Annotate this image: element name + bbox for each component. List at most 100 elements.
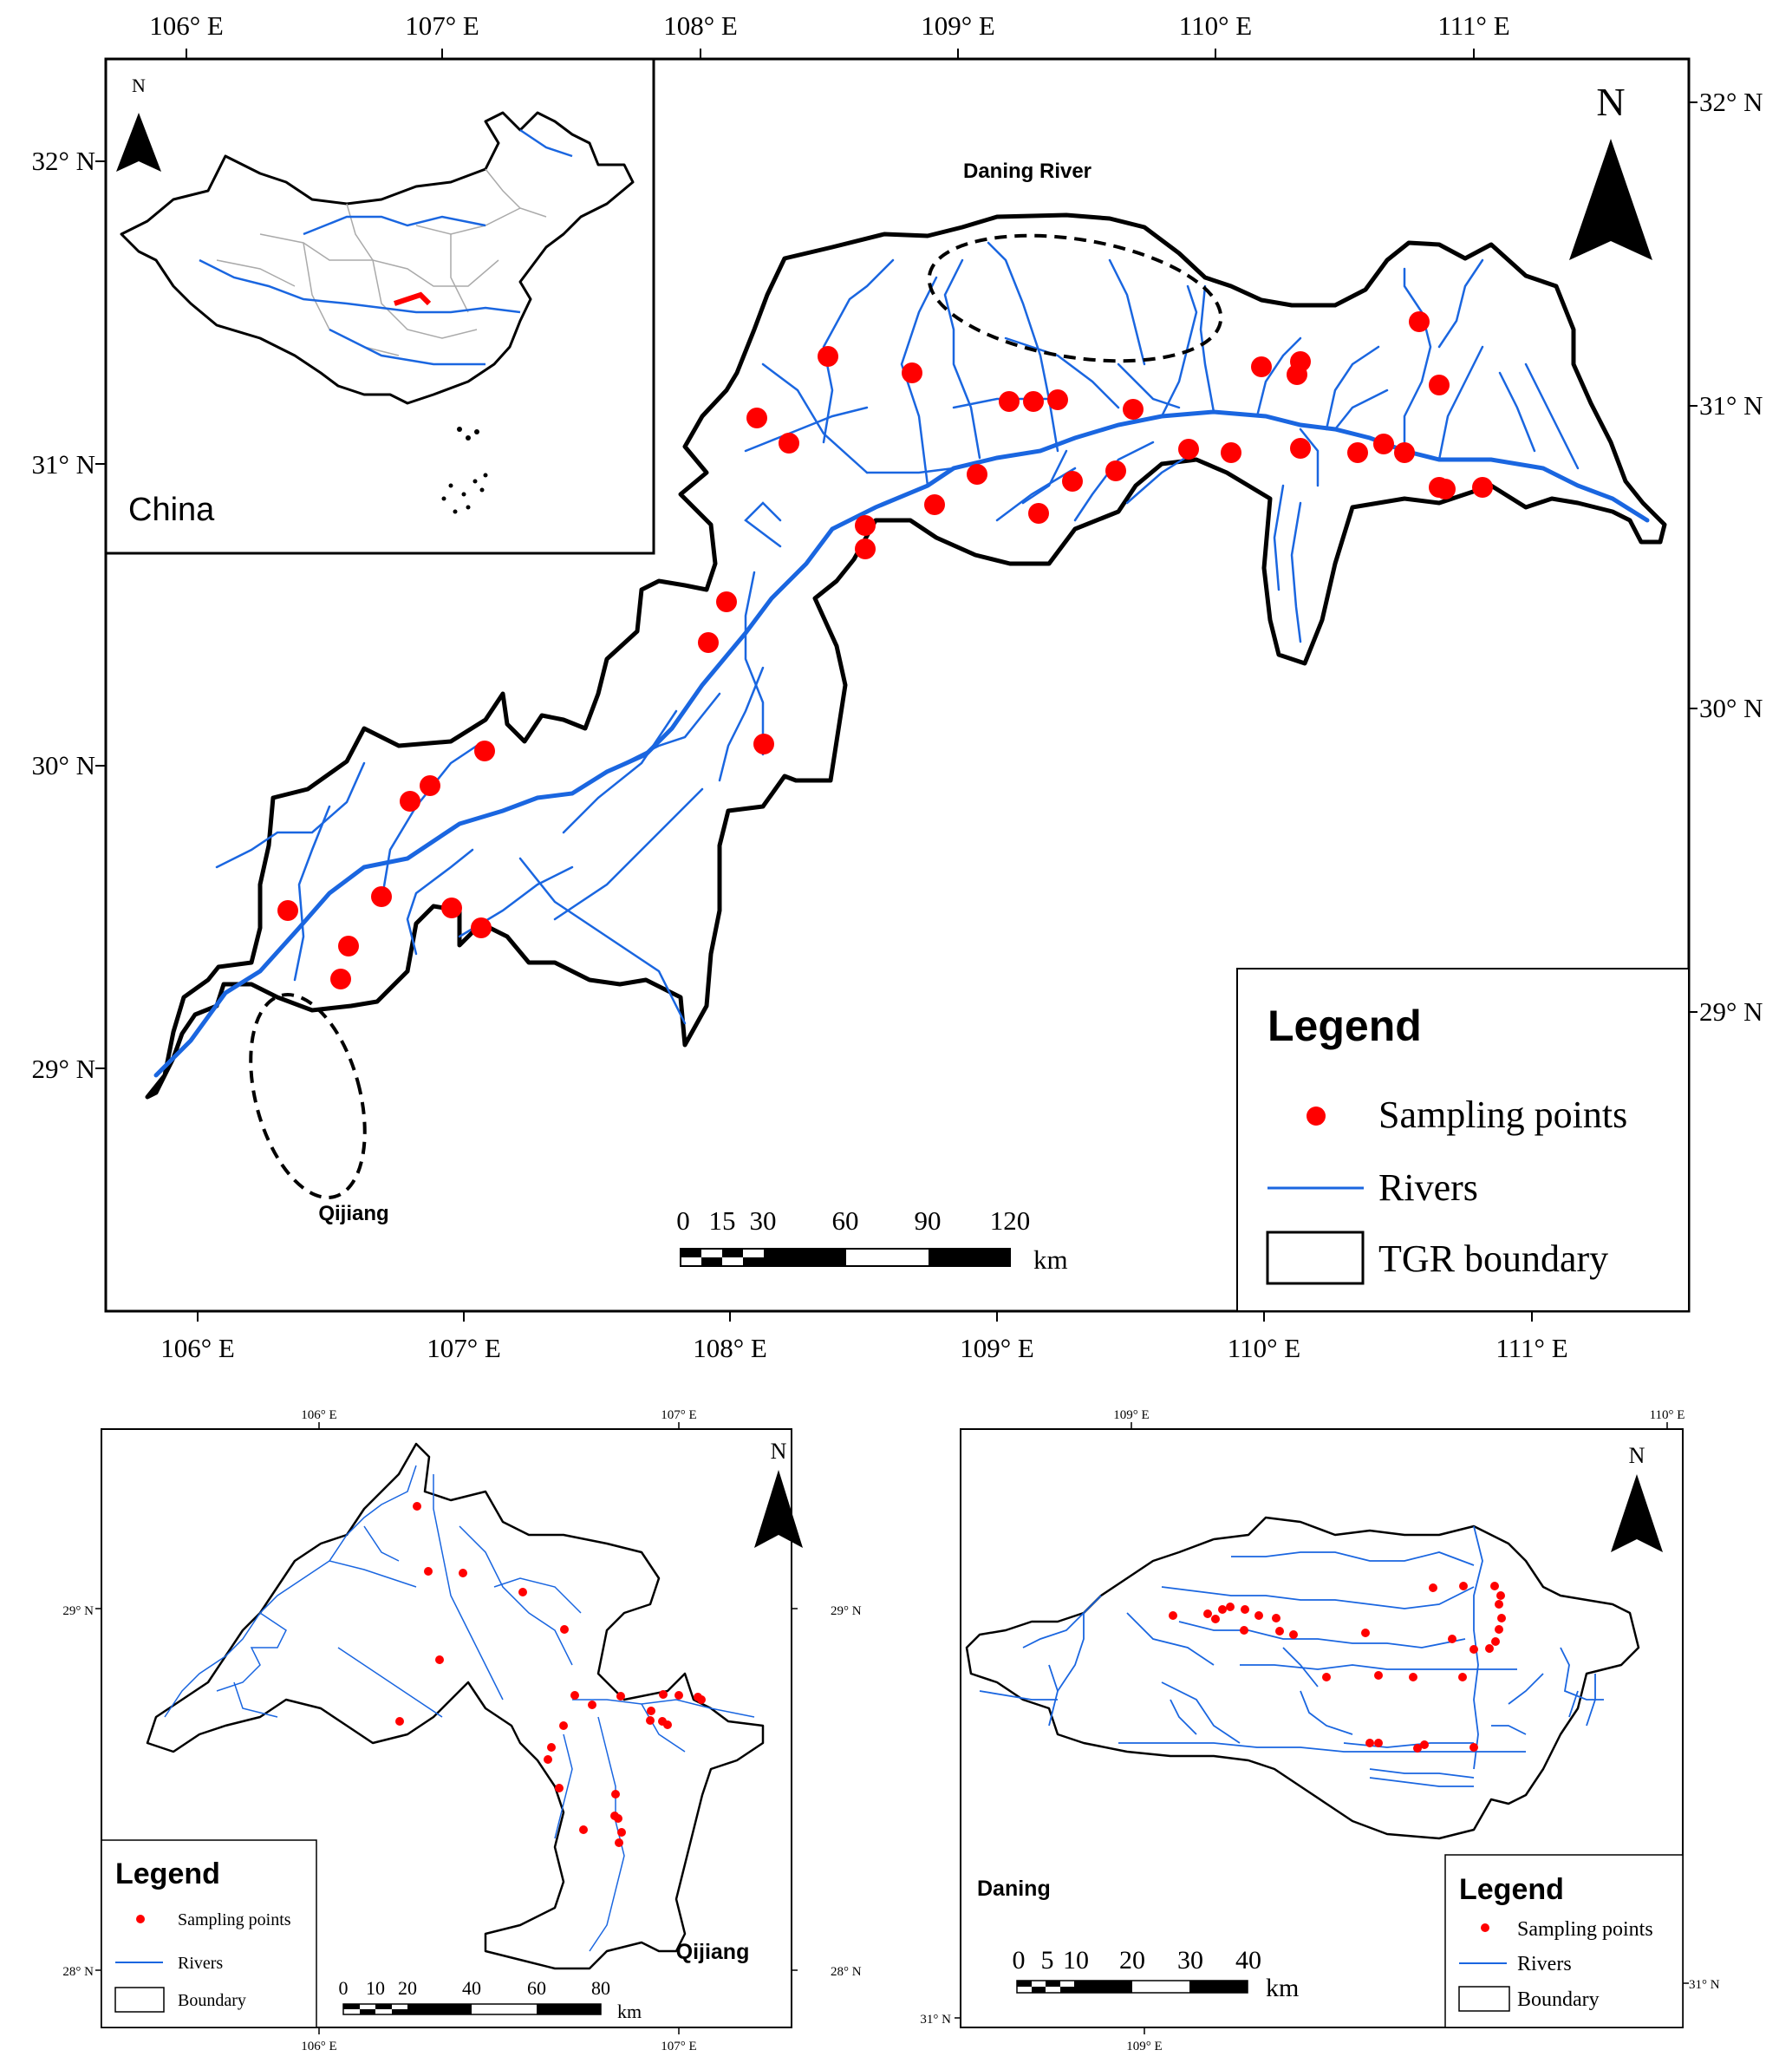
svg-text:5: 5 — [1041, 1946, 1054, 1975]
lon-label: 110° E — [1179, 10, 1252, 41]
sampling-point-marker — [1275, 1627, 1284, 1635]
sampling-point-marker — [1495, 1600, 1503, 1609]
sampling-point-marker — [338, 936, 359, 956]
daning-legend: Legend Sampling points Rivers Boundary — [1444, 1854, 1684, 2028]
legend-boundary-icon — [1266, 1231, 1365, 1285]
main-side-ticks — [95, 101, 1698, 1069]
sampling-point-marker — [902, 362, 922, 383]
daning-scale-bar: 0 5 10 20 30 40 km — [1013, 1946, 1300, 2002]
main-sampling-points — [277, 311, 1493, 989]
north-label: N — [1596, 80, 1625, 124]
tgr-boundary — [145, 212, 1667, 1100]
sampling-point-marker — [1218, 1605, 1227, 1614]
svg-text:40: 40 — [462, 1977, 481, 1999]
sampling-point-marker — [471, 917, 492, 938]
lon-label: 111° E — [1437, 10, 1509, 41]
sampling-point-marker — [1047, 389, 1068, 410]
sampling-point-marker — [1459, 1582, 1468, 1590]
daning-map: 109° E 110° E 109° E 31° N 31° N — [920, 1408, 1719, 2053]
svg-text:km: km — [1266, 1974, 1299, 2002]
sampling-point-marker — [1322, 1673, 1331, 1681]
sampling-point-marker — [1062, 471, 1083, 492]
sampling-point-marker — [1435, 479, 1456, 499]
sampling-point-marker — [1221, 442, 1241, 463]
svg-text:Legend: Legend — [1459, 1873, 1564, 1906]
sampling-point-marker — [547, 1743, 556, 1752]
sampling-point-marker — [1373, 434, 1394, 454]
sampling-point-marker — [1491, 1637, 1500, 1646]
svg-text:Sampling points: Sampling points — [1378, 1094, 1627, 1136]
sampling-point-marker — [1254, 1611, 1263, 1620]
tgr-location-marker — [394, 291, 432, 306]
svg-text:90: 90 — [915, 1205, 942, 1236]
inset-china-label: China — [128, 492, 215, 528]
daning-region-label: Daning — [977, 1877, 1051, 1901]
svg-text:Rivers: Rivers — [1517, 1953, 1572, 1975]
sampling-point-marker — [1472, 477, 1493, 498]
svg-text:N: N — [1629, 1443, 1645, 1468]
sampling-point-marker — [1211, 1615, 1220, 1623]
sampling-point-marker — [555, 1784, 564, 1792]
svg-text:TGR boundary: TGR boundary — [1378, 1237, 1608, 1280]
sampling-point-marker — [1469, 1645, 1478, 1654]
lat-label: 31° N — [31, 449, 95, 480]
sampling-point-marker — [967, 464, 987, 485]
svg-text:28° N: 28° N — [831, 1965, 862, 1979]
sampling-point-marker — [1374, 1671, 1383, 1680]
sampling-point-marker — [924, 494, 945, 515]
lon-label: 108° E — [663, 10, 738, 41]
sampling-point-marker — [855, 515, 876, 536]
legend-title: Legend — [1267, 1002, 1422, 1050]
sampling-point-marker — [659, 1690, 668, 1699]
lat-label: 32° N — [31, 146, 95, 176]
sampling-point-marker — [1361, 1629, 1370, 1637]
sampling-point-marker — [1496, 1591, 1505, 1600]
sampling-point-marker — [1347, 442, 1368, 463]
lat-label: 29° N — [31, 1054, 95, 1084]
qijiang-legend: Legend Sampling points Rivers Boundary — [101, 1839, 317, 2028]
sampling-point-marker — [1409, 1673, 1417, 1681]
svg-text:20: 20 — [1119, 1946, 1145, 1975]
sampling-point-marker — [277, 900, 298, 921]
lon-label: 106° E — [160, 1333, 235, 1363]
svg-text:28° N: 28° N — [62, 1965, 94, 1979]
lon-label: 107° E — [405, 10, 479, 41]
sampling-point-marker — [1374, 1739, 1383, 1747]
legend-point-icon — [1307, 1107, 1326, 1126]
qijiang-scale-bar: 0 10 20 40 60 80 km — [339, 1977, 642, 2022]
south-china-sea-islands — [441, 427, 488, 514]
lat-label: 29° N — [1699, 996, 1763, 1027]
daning-river-label: Daning River — [963, 160, 1091, 183]
sampling-point-marker — [697, 1695, 706, 1704]
svg-text:40: 40 — [1235, 1946, 1261, 1975]
svg-text:Rivers: Rivers — [178, 1954, 223, 1973]
sampling-point-marker — [1289, 1630, 1298, 1639]
svg-text:80: 80 — [591, 1977, 610, 1999]
sampling-point-marker — [615, 1838, 623, 1847]
main-map: 106° E 107° E 108° E 109° E 110° E 111° … — [31, 10, 1763, 1363]
sampling-point-marker — [646, 1716, 655, 1725]
sampling-point-marker — [1240, 1626, 1248, 1635]
sampling-point-marker — [441, 898, 462, 918]
svg-text:30: 30 — [1177, 1946, 1203, 1975]
sampling-point-marker — [1169, 1611, 1177, 1620]
svg-text:20: 20 — [398, 1977, 417, 1999]
lon-label: 107° E — [427, 1333, 501, 1363]
inset-north-arrow-icon — [116, 113, 161, 172]
sampling-point-marker — [779, 433, 799, 454]
sampling-point-marker — [1105, 460, 1126, 481]
svg-text:29° N: 29° N — [62, 1604, 94, 1618]
sampling-point-marker — [330, 969, 351, 989]
svg-text:31° N: 31° N — [1689, 1978, 1720, 1992]
svg-text:106° E: 106° E — [301, 2040, 336, 2053]
sampling-point-marker — [753, 734, 774, 754]
sampling-point-marker — [395, 1717, 404, 1726]
sampling-point-marker — [746, 408, 767, 428]
sampling-point-marker — [1123, 399, 1144, 420]
sampling-point-marker — [1458, 1673, 1467, 1681]
main-left-lat-labels: 32° N 31° N 30° N 29° N — [31, 146, 95, 1084]
qijiang-boundary — [146, 1442, 765, 1970]
sampling-point-marker — [1251, 356, 1272, 377]
qijiang-map: 106° E 107° E 106° E 107° E 29° N 28° N … — [62, 1408, 861, 2053]
sampling-point-marker — [614, 1814, 622, 1823]
